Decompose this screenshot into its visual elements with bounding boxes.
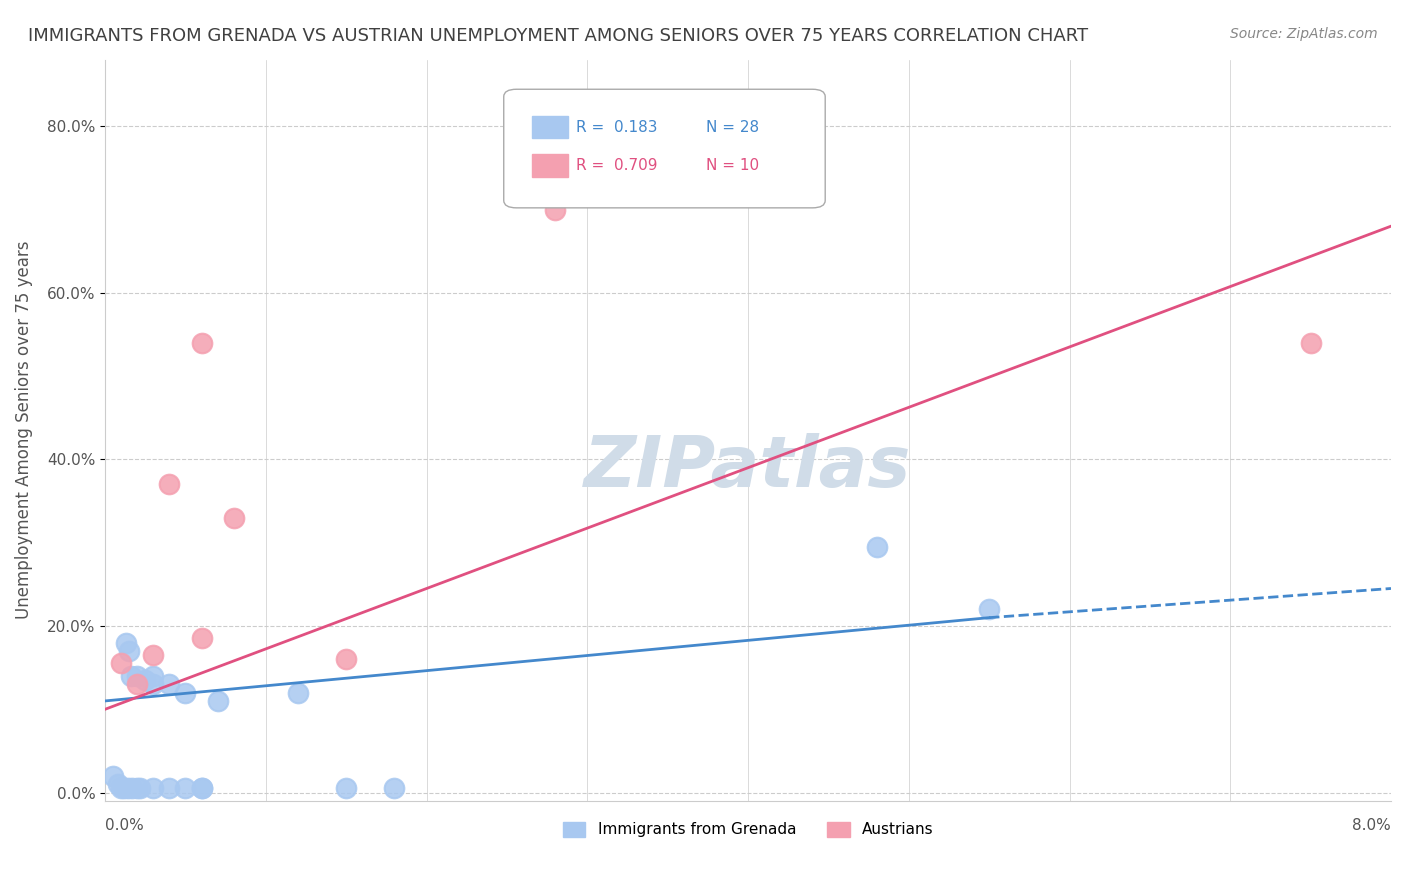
Point xyxy=(101,769,124,783)
Point xyxy=(127,781,149,796)
Point xyxy=(190,781,212,796)
Point xyxy=(287,685,309,699)
Point xyxy=(335,652,357,666)
Point xyxy=(207,694,229,708)
Bar xyxy=(531,154,568,177)
Bar xyxy=(531,116,568,138)
Text: IMMIGRANTS FROM GRENADA VS AUSTRIAN UNEMPLOYMENT AMONG SENIORS OVER 75 YEARS COR: IMMIGRANTS FROM GRENADA VS AUSTRIAN UNEM… xyxy=(28,27,1088,45)
Point xyxy=(127,677,149,691)
Point xyxy=(129,781,152,796)
Point xyxy=(120,669,142,683)
Point xyxy=(190,335,212,350)
Text: Source: ZipAtlas.com: Source: ZipAtlas.com xyxy=(1230,27,1378,41)
Point xyxy=(142,669,165,683)
Point xyxy=(979,602,1001,616)
Point xyxy=(127,669,149,683)
Point xyxy=(115,635,138,649)
Point xyxy=(118,644,141,658)
Text: ZIPatlas: ZIPatlas xyxy=(585,433,911,502)
Point xyxy=(142,648,165,662)
Point xyxy=(110,781,132,796)
Point xyxy=(157,477,180,491)
Text: R =  0.709: R = 0.709 xyxy=(575,158,657,173)
Point xyxy=(157,781,180,796)
Point xyxy=(117,781,139,796)
Point xyxy=(335,781,357,796)
Text: N = 10: N = 10 xyxy=(706,158,759,173)
Text: N = 28: N = 28 xyxy=(706,120,759,135)
Point xyxy=(222,510,245,524)
FancyBboxPatch shape xyxy=(503,89,825,208)
Y-axis label: Unemployment Among Seniors over 75 years: Unemployment Among Seniors over 75 years xyxy=(15,241,32,619)
Text: 8.0%: 8.0% xyxy=(1353,818,1391,832)
Point xyxy=(142,781,165,796)
Point xyxy=(866,540,889,554)
Point xyxy=(142,677,165,691)
Text: 0.0%: 0.0% xyxy=(105,818,143,832)
Point xyxy=(107,777,129,791)
Point xyxy=(190,632,212,646)
Point xyxy=(384,781,406,796)
Point xyxy=(112,781,135,796)
Point xyxy=(544,202,567,217)
Point xyxy=(134,673,156,687)
Text: R =  0.183: R = 0.183 xyxy=(575,120,657,135)
Point xyxy=(174,781,197,796)
Point xyxy=(110,657,132,671)
Point xyxy=(121,781,143,796)
Point xyxy=(190,781,212,796)
Point xyxy=(157,677,180,691)
Point xyxy=(1299,335,1322,350)
Point xyxy=(174,685,197,699)
Legend: Immigrants from Grenada, Austrians: Immigrants from Grenada, Austrians xyxy=(555,814,941,845)
